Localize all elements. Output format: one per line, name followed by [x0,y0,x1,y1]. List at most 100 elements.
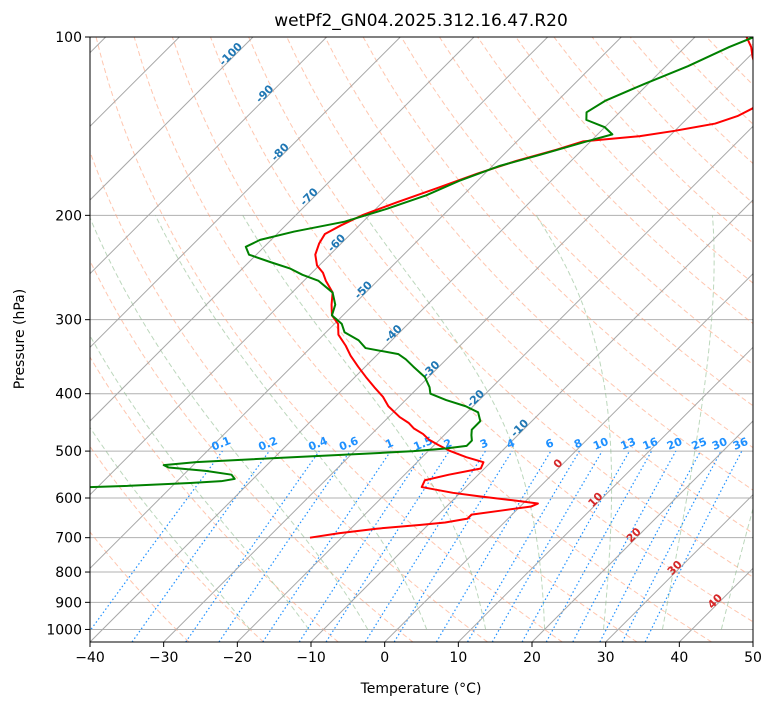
moist-adiabats [90,215,753,630]
isotherm-label: -60 [325,231,348,254]
x-tick-label: 10 [449,650,467,666]
isotherm-line [90,37,254,201]
dry-adiabat [477,37,753,325]
mixing-ratio-label: 1 [383,436,395,451]
isotherm-line [90,37,328,275]
x-axis-label: Temperature (°C) [360,681,482,697]
x-tick-label: −10 [296,650,326,666]
mixing-ratio-label: 25 [690,435,709,453]
mixing-ratio-label: 16 [641,435,660,453]
dry-adiabat [744,37,753,47]
moist-adiabat [90,216,369,630]
mixing-ratio-line [131,450,270,642]
dry-adiabat [248,37,753,578]
isotherm-line [384,272,753,642]
dry-adiabat [439,37,753,366]
isotherm-label: 10 [586,490,606,510]
y-tick-label: 700 [55,531,82,547]
dry-adiabat [706,37,753,86]
mixing-ratio-line [521,450,631,642]
x-tick-label: −30 [149,650,179,666]
isotherm-line [531,420,753,642]
mixing-ratio-line [435,450,552,642]
dewpoint-profile-line [90,37,753,489]
dry-adiabat [668,37,753,125]
mixing-ratio-line [325,450,450,642]
y-tick-label: 100 [55,30,82,46]
mixing-ratio-label: 10 [591,435,610,453]
y-tick-label: 1000 [46,622,82,638]
dry-adiabat [95,37,563,642]
plot-area: -100-90-80-70-60-50-40-30-20-10010203040… [90,37,753,642]
temperature-profile-line [309,37,753,539]
mixing-ratio-line [545,450,653,642]
y-tick-label: 400 [55,387,82,403]
x-tick-label: 30 [597,650,615,666]
profile-series [90,37,753,539]
dry-adiabat [171,37,712,642]
mixing-ratio-label: 13 [619,435,638,453]
dry-adiabat [400,37,753,407]
moist-adiabat [90,334,310,630]
isotherm-label: 20 [624,525,644,545]
dry-adiabat [90,445,264,642]
chart-title: wetPf2_GN04.2025.312.16.47.R20 [274,11,568,31]
isotherm-label: -90 [253,82,276,105]
mixing-ratio-line [185,450,320,642]
x-tick-label: 0 [380,650,389,666]
mixing-ratio-line [298,450,425,642]
y-axis-label: Pressure (hPa) [12,289,28,389]
moist-adiabat [90,426,251,630]
isotherm-line [310,199,753,642]
isotherm-line [90,37,401,349]
mixing-ratio-label: 6 [544,436,556,451]
mixing-ratio-line [218,450,351,642]
isotherm-label: -40 [382,322,405,345]
mixing-ratio-label: 20 [665,435,684,453]
isotherm-line [90,37,622,570]
mixing-ratio-label: 2 [442,436,454,451]
y-axis-ticks: 100 200 300 400 500 600 700 800 900 1000 [46,30,90,638]
x-tick-label: 50 [744,650,762,666]
mixing-ratio-line [262,450,392,642]
moist-adiabat [535,215,613,630]
y-tick-label: 600 [55,491,82,507]
isotherm-label: -30 [419,358,442,381]
isotherm-label: -100 [216,40,245,69]
isotherm-label: -50 [352,278,375,301]
mixing-ratio-lines [90,450,743,642]
mixing-ratio-line [621,450,722,642]
y-tick-label: 300 [55,313,82,329]
y-tick-label: 900 [55,595,82,611]
x-tick-label: 40 [670,650,688,666]
dry-adiabat [324,37,753,491]
dry-adiabat [90,531,190,642]
dry-adiabat [591,37,753,204]
skewed-isotherms [90,37,753,642]
mixing-ratio-line [466,450,580,642]
isotherm-label: -80 [269,140,292,163]
moist-adiabat [720,506,753,630]
y-tick-label: 800 [55,565,82,581]
x-axis-ticks: −40 −30 −20 −10 0 10 20 30 40 50 [75,642,762,666]
isotherm-line [752,641,753,642]
isotherm-label: -70 [298,185,321,208]
isotherm-line [236,125,753,642]
dry-adiabats [90,37,753,642]
isotherm-line [90,37,549,496]
isobar-gridlines [90,37,753,630]
isotherm-label: 30 [665,558,685,578]
dry-adiabat [515,37,753,284]
mixing-ratio-line [599,450,702,642]
isotherm-label: 40 [705,591,725,611]
dry-adiabat [90,150,488,642]
dry-adiabat [133,37,638,642]
mixing-ratio-line [572,450,677,642]
mixing-ratio-line [644,450,743,642]
mixing-ratio-label: 36 [731,435,750,453]
moist-adiabat [242,215,487,630]
axes-frame [89,36,754,643]
isotherm-line [90,37,475,422]
dry-adiabat [362,37,753,449]
